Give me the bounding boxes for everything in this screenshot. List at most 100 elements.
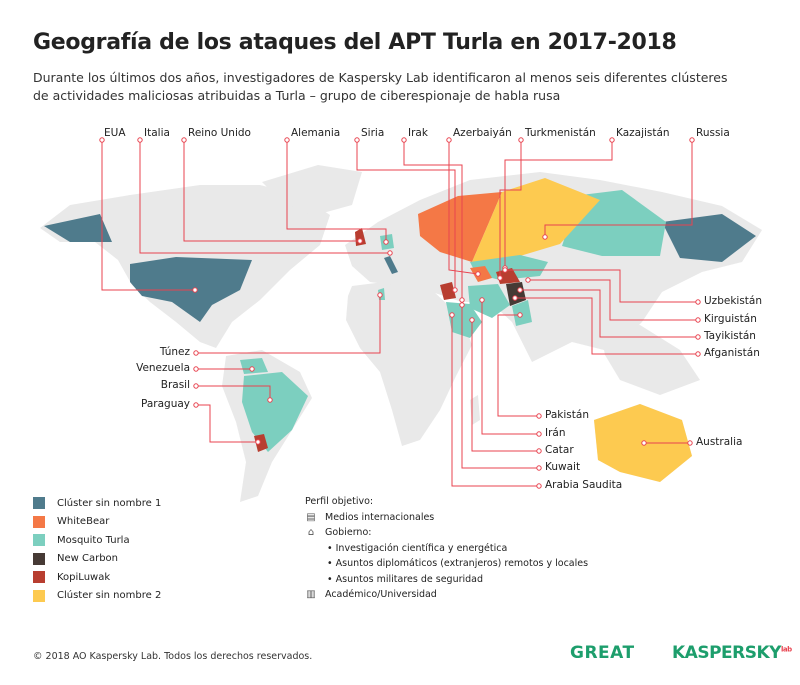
marker-dot-icon	[446, 137, 452, 143]
marker-dot-icon	[517, 312, 523, 318]
marker-dot-icon	[536, 431, 542, 437]
leader-line-catar	[471, 320, 539, 452]
country-alaska	[44, 214, 112, 242]
marker-dot-icon	[137, 137, 143, 143]
country-iran	[468, 284, 510, 318]
subtitle-line-1: Durante los últimos dos años, investigad…	[33, 70, 728, 85]
leader-line-uzbekistan	[505, 269, 698, 303]
government-building-icon: ⌂	[307, 527, 315, 539]
marker-dot-icon	[193, 383, 199, 389]
marker-dot-icon	[249, 366, 255, 372]
country-label-kirguistan: Kirguistán	[704, 313, 757, 325]
legend-item: KopiLuwak	[33, 568, 161, 587]
marker-dot-icon	[377, 292, 383, 298]
legend-item: Mosquito Turla	[33, 531, 161, 550]
country-label-afganistan: Afganistán	[704, 347, 760, 359]
marker-dot-icon	[525, 277, 531, 283]
country-label-turkmenistan: Turkmenistán	[525, 127, 596, 139]
marker-dot-icon	[383, 239, 389, 245]
southeast-asia	[600, 325, 700, 395]
russia-yellow	[472, 178, 600, 262]
legend-swatch	[33, 497, 45, 510]
target-profile: Perfil objetivo: ▤ Medios internacionales…	[305, 494, 588, 603]
legend-swatch	[33, 552, 45, 565]
marker-dot-icon	[99, 137, 105, 143]
marker-dot-icon	[181, 137, 187, 143]
country-label-siria: Siria	[361, 127, 385, 139]
marker-dot-icon	[469, 317, 475, 323]
subtitle-line-2: de actividades maliciosas atribuidas a T…	[33, 88, 561, 103]
marker-dot-icon	[284, 137, 290, 143]
legend-swatch	[33, 534, 45, 547]
great-logo: GREAT	[570, 643, 635, 663]
leader-line-eua	[101, 140, 195, 291]
marker-dot-icon	[459, 302, 465, 308]
country-label-russia: Russia	[696, 127, 730, 139]
profile-government: Gobierno:	[325, 527, 372, 539]
legend-swatch	[33, 589, 45, 602]
country-label-italia: Italia	[144, 127, 170, 139]
leader-line-irak	[403, 140, 463, 300]
marker-dot-icon	[354, 137, 360, 143]
marker-dot-icon	[695, 299, 701, 305]
marker-dot-icon	[609, 137, 615, 143]
leader-line-kirguistan	[528, 279, 698, 321]
marker-dot-icon	[695, 351, 701, 357]
leader-line-tunez	[196, 295, 381, 354]
africa	[346, 280, 472, 446]
country-label-eua: EUA	[104, 127, 126, 139]
marker-dot-icon	[475, 271, 481, 277]
leader-line-italia	[139, 140, 390, 254]
marker-dot-icon	[255, 439, 261, 445]
marker-dot-icon	[479, 297, 485, 303]
russia-east	[662, 214, 756, 262]
leader-line-siria	[356, 140, 456, 290]
leader-line-turkmenistan	[499, 140, 522, 278]
bullet-icon: •	[327, 542, 336, 554]
marker-dot-icon	[401, 137, 407, 143]
marker-dot-icon	[536, 483, 542, 489]
marker-dot-icon	[536, 465, 542, 471]
leader-line-azerbaiyan	[448, 140, 479, 275]
country-label-irak: Irak	[408, 127, 428, 139]
legend-label: WhiteBear	[57, 516, 110, 528]
marker-dot-icon	[512, 295, 518, 301]
country-label-venezuela: Venezuela	[136, 362, 190, 374]
country-label-australia: Australia	[696, 436, 743, 448]
country-label-arabia_saudita: Arabia Saudita	[545, 479, 623, 491]
marker-dot-icon	[452, 287, 458, 293]
marker-dot-icon	[459, 297, 465, 303]
marker-dot-icon	[193, 402, 199, 408]
marker-dot-icon	[497, 275, 503, 281]
kaspersky-logo: KASPERSKYlab	[672, 643, 792, 663]
legend: Clúster sin nombre 1 WhiteBear Mosquito Tu…	[33, 494, 161, 605]
russia-whitebear	[418, 192, 502, 262]
kaspersky-logo-text: KASPERSKY	[672, 643, 781, 663]
legend-label: Mosquito Turla	[57, 534, 130, 546]
legend-label: New Carbon	[57, 553, 119, 565]
leader-line-paraguay	[196, 404, 258, 443]
marker-dot-icon	[695, 317, 701, 323]
marker-dot-icon	[536, 448, 542, 454]
leader-line-alemania	[286, 140, 387, 242]
marker-dot-icon	[502, 267, 508, 273]
gov-item: Asuntos diplomáticos (extranjeros) remot…	[335, 558, 589, 570]
marker-dot-icon	[193, 366, 199, 372]
kaspersky-logo-suffix: lab	[780, 645, 792, 654]
legend-label: Clúster sin nombre 1	[57, 497, 162, 509]
country-label-iran: Irán	[545, 427, 566, 439]
marker-dot-icon	[542, 234, 548, 240]
marker-dot-icon	[267, 397, 273, 403]
bullet-icon: •	[327, 573, 336, 585]
leader-line-kuwait	[461, 305, 539, 469]
country-label-azerbaiyan: Azerbaiyán	[453, 127, 512, 139]
newspaper-icon: ▤	[306, 511, 316, 523]
legend-swatch	[33, 515, 45, 528]
marker-dot-icon	[687, 440, 693, 446]
bullet-icon: •	[327, 558, 336, 570]
leader-line-brasil	[196, 385, 271, 400]
profile-title: Perfil objetivo:	[305, 496, 374, 508]
page-title: Geografía de los ataques del APT Turla e…	[33, 30, 677, 55]
gov-item: Investigación científica y energética	[335, 542, 508, 554]
